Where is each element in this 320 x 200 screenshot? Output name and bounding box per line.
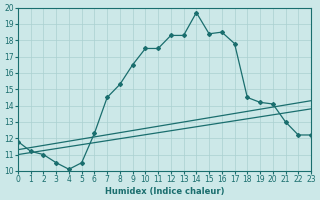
- X-axis label: Humidex (Indice chaleur): Humidex (Indice chaleur): [105, 187, 224, 196]
